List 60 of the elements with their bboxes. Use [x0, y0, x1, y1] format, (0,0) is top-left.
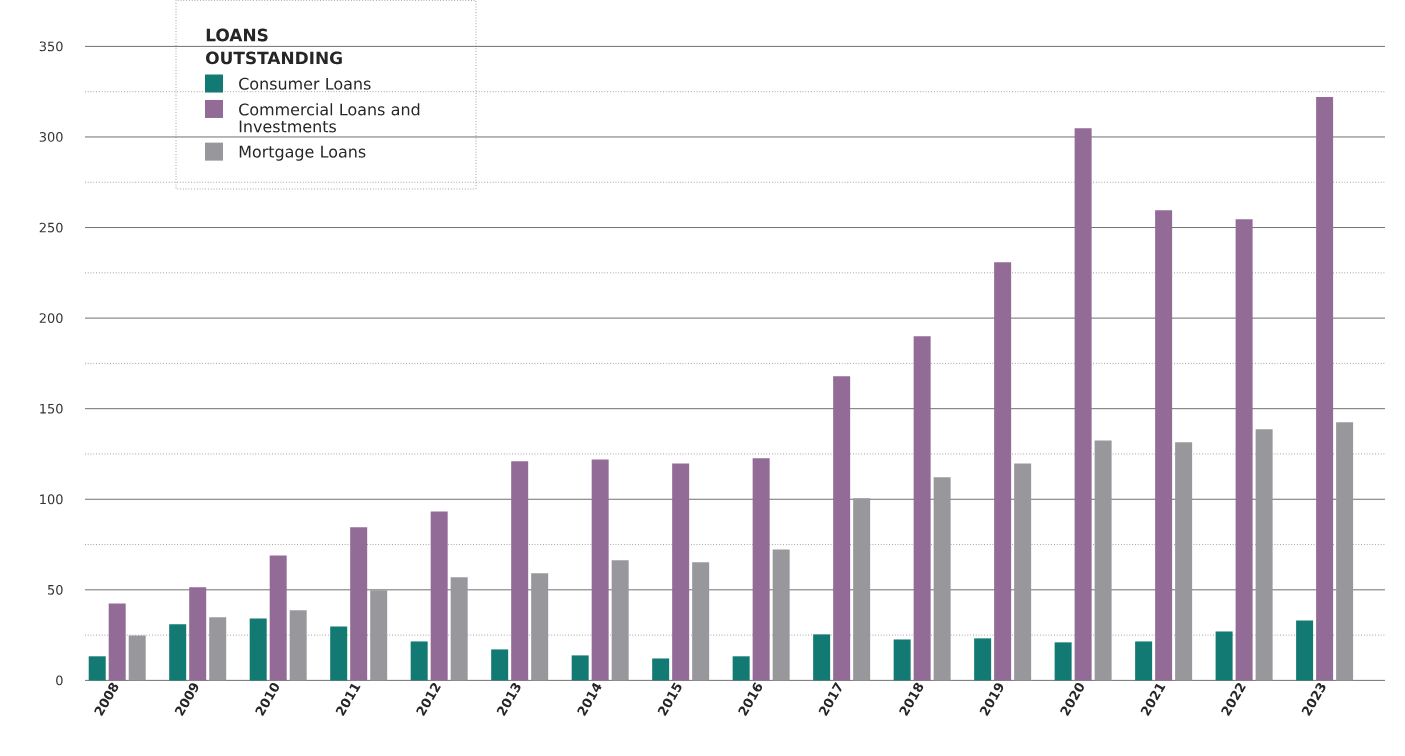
bar [128, 635, 146, 681]
y-tick-label: 50 [48, 584, 63, 595]
bar [611, 560, 629, 681]
bar [350, 527, 368, 681]
bar [1054, 642, 1072, 681]
bar [88, 656, 106, 681]
bar [893, 639, 911, 681]
bar [974, 638, 992, 681]
bar [1175, 442, 1193, 681]
legend-label: Mortgage Loans [239, 145, 366, 161]
legend-label: Commercial Loans and Investments [239, 102, 420, 133]
bar [1255, 429, 1273, 681]
bar [913, 336, 931, 681]
y-tick-label: 250 [39, 222, 63, 233]
bar [209, 617, 227, 681]
bar [994, 262, 1012, 681]
bar [591, 459, 609, 681]
y-tick-label: 350 [39, 41, 63, 52]
bar [511, 461, 529, 681]
bar [1215, 631, 1233, 681]
bar [269, 555, 287, 681]
y-tick-label: 150 [40, 403, 63, 414]
bar [1336, 422, 1354, 681]
legend-title: LOANS OUTSTANDING [206, 28, 342, 65]
y-tick-label: 100 [40, 494, 63, 504]
bar [772, 549, 790, 681]
bar [1074, 128, 1092, 681]
bar [853, 498, 871, 681]
bar [289, 610, 307, 681]
bar [450, 577, 468, 681]
bar [813, 634, 831, 681]
bar [169, 624, 187, 681]
bar [571, 655, 589, 681]
bar [833, 376, 851, 681]
bar [410, 641, 428, 681]
bar [1094, 440, 1112, 681]
bar [491, 649, 509, 681]
legend-label: Consumer Loans [239, 77, 371, 90]
y-tick-label: 0 [56, 675, 63, 686]
bar [1296, 620, 1314, 681]
bar [672, 463, 690, 681]
y-tick-label: 200 [39, 313, 63, 323]
bar [732, 656, 750, 681]
bar [1014, 463, 1032, 681]
y-tick-label: 300 [39, 131, 63, 142]
bar [1235, 219, 1253, 681]
bar [1155, 210, 1173, 681]
bar [933, 477, 951, 681]
bar [189, 587, 207, 681]
bar [370, 590, 388, 681]
bar [652, 658, 670, 681]
bar [430, 511, 448, 681]
bar [1316, 96, 1334, 681]
bar [249, 618, 267, 681]
bar [1135, 641, 1153, 681]
bar [108, 603, 126, 681]
bar [752, 458, 770, 681]
bar [692, 562, 710, 681]
bar [531, 573, 549, 681]
bar [330, 626, 348, 681]
